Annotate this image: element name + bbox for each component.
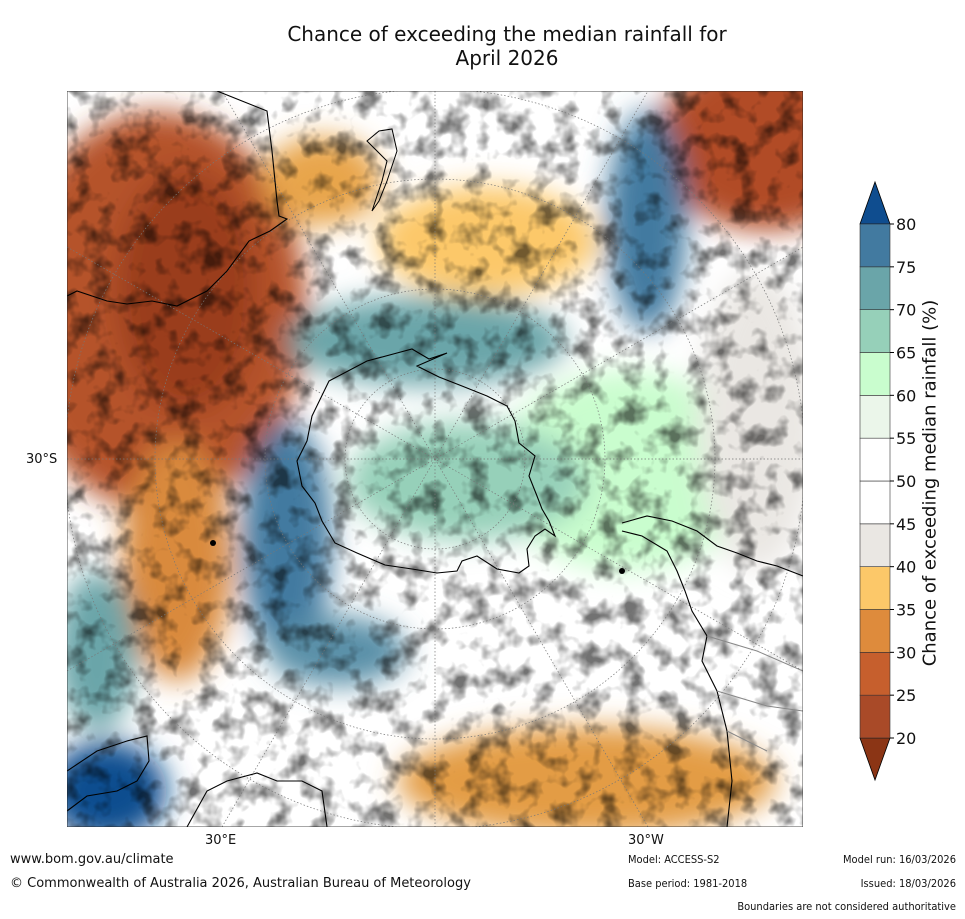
colorbar-tick-label: 65 [896, 344, 916, 363]
colorbar-tick-label: 25 [896, 686, 916, 705]
map-canvas [67, 91, 803, 827]
antarctica-coastline [296, 348, 557, 574]
colorbar-arrow-low [859, 737, 891, 782]
colorbar-tick-label: 60 [896, 386, 916, 405]
south-america-borders [706, 635, 803, 752]
colorbar-tick-label: 80 [896, 215, 916, 234]
colorbar-segment [859, 223, 891, 268]
disclaimer-text: Boundaries are not considered authoritat… [737, 900, 956, 913]
madagascar-coastline [366, 128, 398, 212]
map-title: Chance of exceeding the median rainfall … [0, 22, 965, 70]
colorbar-arrow-high [859, 180, 891, 225]
colorbar-segment [859, 566, 891, 610]
island-marker [210, 540, 216, 546]
colorbar-segment [859, 609, 891, 653]
colorbar-segment [859, 395, 891, 439]
colorbar-tick-label: 35 [896, 601, 916, 620]
colorbar-label: Chance of exceeding median rainfall (%) [919, 299, 941, 667]
colorbar-segment [859, 266, 891, 310]
graticule [67, 91, 803, 827]
africa-coastline [67, 91, 289, 307]
lat-label-30s: 30°S [26, 452, 58, 467]
island-marker [619, 568, 625, 574]
colorbar-segment [859, 352, 891, 396]
colorbar-segment [859, 652, 891, 696]
colorbar-tick-label: 40 [896, 558, 916, 577]
colorbar-tick-label: 30 [896, 643, 916, 662]
colorbar-tick-label: 45 [896, 515, 916, 534]
lon-label-30e: 30°E [205, 833, 237, 848]
south-america-coastline [621, 515, 803, 827]
model-text: Model: ACCESS-S2 [628, 853, 720, 866]
colorbar-segment [859, 694, 891, 739]
colorbar-segment [859, 523, 891, 567]
title-line-2: April 2026 [455, 46, 559, 70]
australia-coastline [67, 735, 328, 827]
model-run-text: Model run: 16/03/2026 [843, 853, 956, 866]
issued-text: Issued: 18/03/2026 [860, 877, 956, 890]
colorbar-tick-label: 70 [896, 301, 916, 320]
colorbar: 20 25 30 35 40 45 50 55 60 65 70 75 80 [859, 180, 916, 782]
colorbar-tick-label: 75 [896, 258, 916, 277]
rainfall-map[interactable] [67, 91, 803, 827]
colorbar-tick-label: 50 [896, 472, 916, 491]
website-link[interactable]: www.bom.gov.au/climate [10, 852, 174, 867]
colorbar-segment [859, 309, 891, 353]
colorbar-tick-label: 55 [896, 429, 916, 448]
colorbar-segment [859, 437, 891, 482]
colorbar-tick-label: 20 [896, 729, 916, 748]
base-period-text: Base period: 1981-2018 [628, 877, 748, 890]
title-line-1: Chance of exceeding the median rainfall … [287, 22, 727, 46]
lon-label-30w: 30°W [628, 833, 664, 848]
copyright-text: © Commonwealth of Australia 2026, Austra… [10, 876, 471, 891]
colorbar-segment [859, 480, 891, 525]
